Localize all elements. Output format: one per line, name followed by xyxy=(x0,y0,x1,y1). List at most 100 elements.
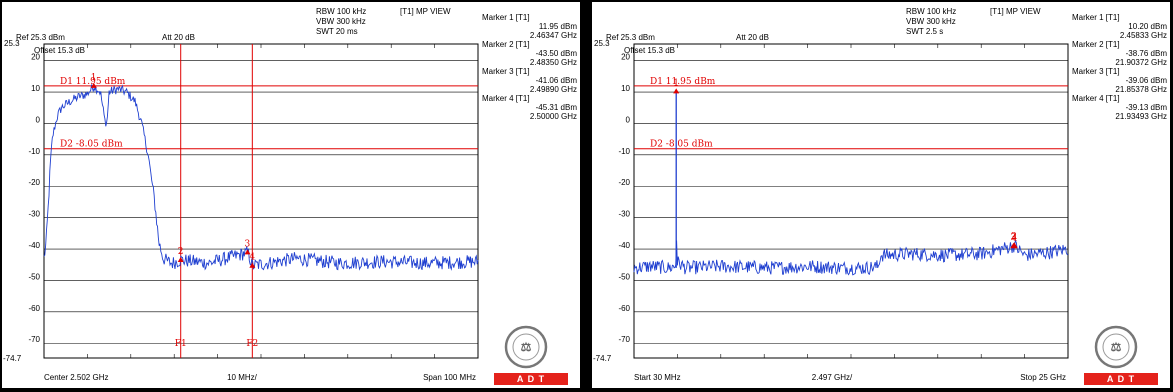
spectrum-plot-right: RBW 100 kHz VBW 300 kHz SWT 2.5 s [T1] M… xyxy=(593,7,1167,382)
marker-title: Marker 2 [T1] xyxy=(482,40,530,49)
marker-title: Marker 1 [T1] xyxy=(1072,13,1120,22)
y-tick-label: 10 xyxy=(31,84,40,93)
marker-level: -43.50 dBm xyxy=(536,49,578,58)
y-tick-label: -20 xyxy=(618,178,630,187)
swt-label: SWT 20 ms xyxy=(316,27,358,36)
frequency-line-label: F2 xyxy=(246,339,258,349)
adt-logo-bar: A D T xyxy=(494,373,568,385)
spectrum-panel-left: RBW 100 kHz VBW 300 kHz SWT 20 ms [T1] M… xyxy=(2,2,580,388)
plot-frame xyxy=(633,43,1069,359)
y-tick-label: -60 xyxy=(28,304,40,313)
marker-frequency: 2.45833 GHz xyxy=(1120,31,1167,40)
bureau-veritas-logo: ⚖ xyxy=(504,325,548,369)
marker-number: 3 xyxy=(1010,233,1016,243)
y-tick-label: -70 xyxy=(618,335,630,344)
bottom-center-label: 10 MHz/ xyxy=(227,373,258,382)
marker-level: 10.20 dBm xyxy=(1128,22,1167,31)
y-tick-label: 0 xyxy=(626,115,631,124)
marker-title: Marker 3 [T1] xyxy=(482,67,530,76)
marker-triangle xyxy=(244,249,251,255)
y-top-label: 25.3 xyxy=(594,39,610,48)
y-tick-label: -60 xyxy=(618,304,630,313)
marker-number: 4 xyxy=(249,253,255,263)
marker-frequency: 21.90372 GHz xyxy=(1115,58,1167,67)
marker-number: 1 xyxy=(673,78,679,88)
y-bottom-label: -74.7 xyxy=(593,354,612,363)
svg-text:⚖: ⚖ xyxy=(521,340,532,354)
marker-level: -45.31 dBm xyxy=(536,103,578,112)
vbw-label: VBW 300 kHz xyxy=(906,17,956,26)
y-tick-label: 0 xyxy=(36,115,41,124)
y-tick-label: -50 xyxy=(28,272,40,281)
y-tick-label: -20 xyxy=(28,178,40,187)
trace-mode-label: [T1] MP VIEW xyxy=(400,7,451,16)
vbw-label: VBW 300 kHz xyxy=(316,17,366,26)
y-tick-label: -10 xyxy=(28,147,40,156)
marker-frequency: 2.49890 GHz xyxy=(530,85,577,94)
marker-number: 2 xyxy=(178,247,184,257)
spectrum-trace xyxy=(633,239,1069,276)
bottom-left-label: Center 2.502 GHz xyxy=(44,373,108,382)
marker-frequency: 21.93493 GHz xyxy=(1115,112,1167,121)
y-tick-label: -50 xyxy=(618,272,630,281)
y-tick-label: -30 xyxy=(618,210,630,219)
marker-number: 2 xyxy=(1011,232,1017,242)
svg-text:⚖: ⚖ xyxy=(1111,340,1122,354)
reference-line-label: D1 11.95 dBm xyxy=(650,77,716,87)
reference-line-label: D2 -8.05 dBm xyxy=(650,140,713,150)
attenuation-label: Att 20 dB xyxy=(162,33,195,42)
y-bottom-label: -74.7 xyxy=(3,354,22,363)
y-tick-label: 20 xyxy=(31,53,40,62)
marker-level: -39.06 dBm xyxy=(1126,76,1168,85)
marker-title: Marker 3 [T1] xyxy=(1072,67,1120,76)
marker-triangle xyxy=(249,262,256,268)
marker-triangle xyxy=(90,82,97,88)
ref-level-label: Ref 25.3 dBm xyxy=(16,33,65,42)
marker-number: 4 xyxy=(1012,233,1018,243)
marker-frequency: 2.50000 GHz xyxy=(530,112,577,121)
ref-level-label: Ref 25.3 dBm xyxy=(606,33,655,42)
marker-title: Marker 4 [T1] xyxy=(1072,94,1120,103)
plot-area-right: 20 10 0 -10 -20 -30 -40 -50 -60 -70 D1 11.95 dBm D2… xyxy=(618,43,1069,359)
spectrum-plot-left: RBW 100 kHz VBW 300 kHz SWT 20 ms [T1] M… xyxy=(3,7,577,382)
bottom-right-label: Span 100 MHz xyxy=(423,373,476,382)
y-tick-label: 20 xyxy=(621,53,630,62)
rbw-label: RBW 100 kHz xyxy=(316,7,366,16)
marker-level: -41.06 dBm xyxy=(536,76,578,85)
marker-number: 1 xyxy=(91,73,97,83)
marker-triangle xyxy=(177,257,184,263)
bureau-veritas-logo: ⚖ xyxy=(1094,325,1138,369)
reference-line-label: D2 -8.05 dBm xyxy=(60,140,123,150)
offset-label: Offset 15.3 dB xyxy=(624,46,675,55)
bottom-center-label: 2.497 GHz/ xyxy=(812,373,853,382)
rbw-label: RBW 100 kHz xyxy=(906,7,956,16)
spectrum-trace xyxy=(43,84,479,271)
marker-title: Marker 4 [T1] xyxy=(482,94,530,103)
adt-logo-bar: A D T xyxy=(1084,373,1158,385)
y-tick-label: -40 xyxy=(618,241,630,250)
marker-title: Marker 1 [T1] xyxy=(482,13,530,22)
marker-triangle xyxy=(1011,243,1018,249)
marker-triangle xyxy=(673,88,680,94)
y-top-label: 25.3 xyxy=(4,39,20,48)
marker-title: Marker 2 [T1] xyxy=(1072,40,1120,49)
spectrum-panel-right: RBW 100 kHz VBW 300 kHz SWT 2.5 s [T1] M… xyxy=(592,2,1170,388)
y-tick-label: -40 xyxy=(28,241,40,250)
plot-area-left: 20 10 0 -10 -20 -30 -40 -50 -60 -70 D1 11.95 dBm D2… xyxy=(28,43,479,359)
y-tick-label: -10 xyxy=(618,147,630,156)
y-tick-label: 10 xyxy=(621,84,630,93)
bottom-right-label: Stop 25 GHz xyxy=(1020,373,1066,382)
marker-frequency: 21.85378 GHz xyxy=(1115,85,1167,94)
marker-level: -38.76 dBm xyxy=(1126,49,1168,58)
offset-label: Offset 15.3 dB xyxy=(34,46,85,55)
marker-level: 11.95 dBm xyxy=(539,22,577,31)
marker-level: -39.13 dBm xyxy=(1126,103,1168,112)
frequency-line-label: F1 xyxy=(175,339,187,349)
y-tick-label: -30 xyxy=(28,210,40,219)
bottom-left-label: Start 30 MHz xyxy=(634,373,681,382)
reference-line-label: D1 11.95 dBm xyxy=(60,77,126,87)
marker-frequency: 2.48350 GHz xyxy=(530,58,577,67)
marker-frequency: 2.46347 GHz xyxy=(530,31,577,40)
